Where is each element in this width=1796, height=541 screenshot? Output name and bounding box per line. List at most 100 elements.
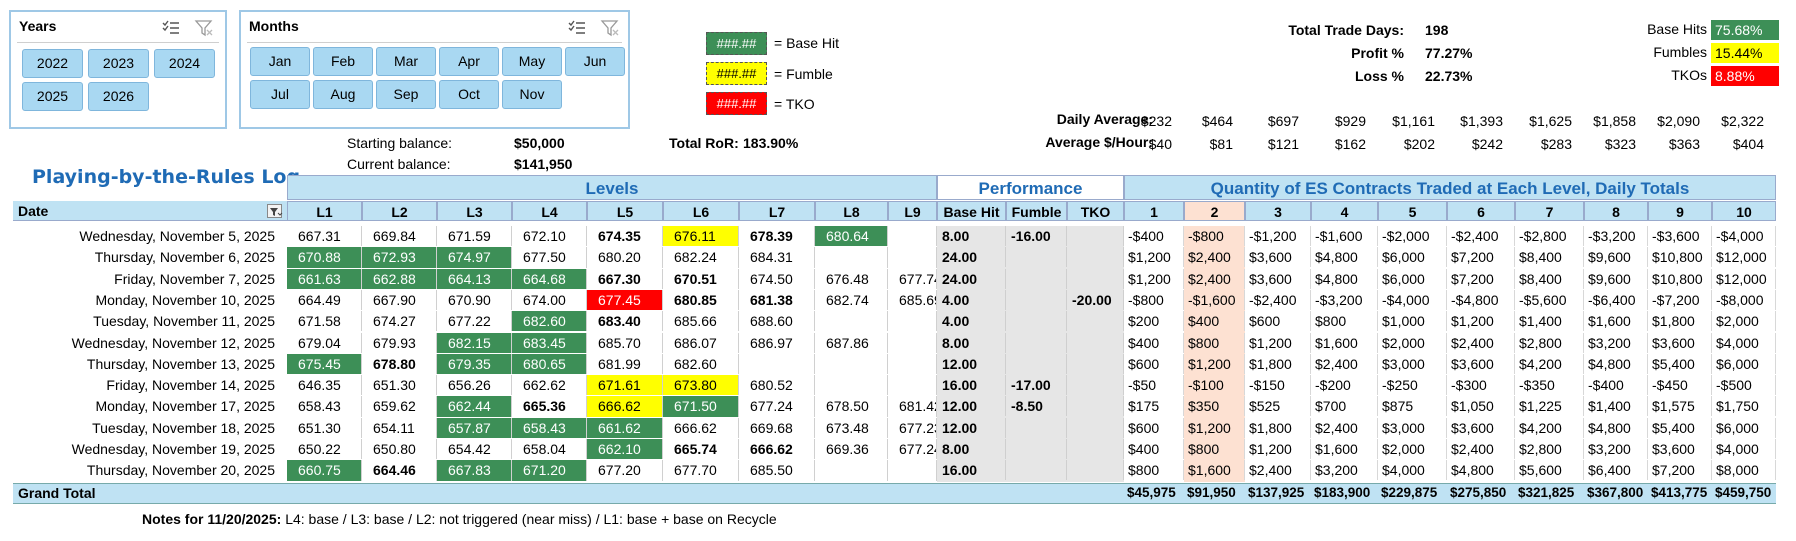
- level-cell[interactable]: 674.97: [437, 247, 512, 268]
- level-cell[interactable]: 665.74: [663, 439, 739, 460]
- level-cell[interactable]: [815, 311, 888, 332]
- level-cell[interactable]: 680.65: [512, 353, 587, 375]
- level-cell[interactable]: 682.24: [663, 247, 739, 268]
- level-cell[interactable]: 664.46: [362, 460, 437, 481]
- quantity-cell[interactable]: $4,200: [1515, 353, 1584, 374]
- level-cell[interactable]: [815, 460, 888, 481]
- level-cell[interactable]: 670.90: [437, 289, 512, 311]
- quantity-cell[interactable]: $9,600: [1584, 247, 1648, 268]
- quantity-cell[interactable]: -$200: [1311, 375, 1378, 396]
- month-button-sep[interactable]: Sep: [376, 80, 436, 109]
- performance-cell[interactable]: 16.00: [937, 375, 1006, 396]
- performance-cell[interactable]: [1067, 268, 1124, 289]
- level-cell[interactable]: 656.26: [437, 375, 512, 396]
- quantity-cell[interactable]: $6,000: [1712, 353, 1776, 374]
- quantity-cell[interactable]: $2,000: [1378, 439, 1447, 459]
- quantity-cell[interactable]: -$50: [1124, 375, 1184, 396]
- month-button-apr[interactable]: Apr: [439, 47, 499, 76]
- level-cell[interactable]: 680.64: [815, 226, 888, 247]
- level-cell[interactable]: 684.31: [739, 247, 815, 268]
- quantity-cell[interactable]: $800: [1124, 460, 1184, 481]
- performance-cell[interactable]: 8.00: [937, 226, 1006, 246]
- quantity-cell[interactable]: -$100: [1184, 375, 1245, 396]
- quantity-cell[interactable]: $12,000: [1712, 247, 1776, 268]
- performance-cell[interactable]: -20.00: [1067, 289, 1124, 310]
- performance-cell[interactable]: -8.50: [1006, 396, 1067, 417]
- quantity-cell[interactable]: $6,400: [1584, 460, 1648, 481]
- quantity-cell[interactable]: $4,800: [1447, 460, 1515, 481]
- level-cell[interactable]: [815, 353, 888, 375]
- performance-cell[interactable]: [1006, 247, 1067, 268]
- level-cell[interactable]: 685.69: [888, 289, 937, 311]
- level-cell[interactable]: [815, 247, 888, 268]
- level-cell[interactable]: 674.00: [512, 289, 587, 311]
- level-cell[interactable]: 650.22: [287, 439, 362, 460]
- level-cell[interactable]: 669.84: [362, 226, 437, 247]
- quantity-cell[interactable]: $12,000: [1712, 268, 1776, 289]
- level-cell[interactable]: 672.93: [362, 247, 437, 268]
- quantity-cell[interactable]: $1,200: [1124, 247, 1184, 268]
- quantity-cell[interactable]: $6,000: [1712, 417, 1776, 438]
- level-cell[interactable]: 673.48: [815, 417, 888, 438]
- quantity-cell[interactable]: $1,600: [1584, 311, 1648, 332]
- quantity-cell[interactable]: $4,800: [1311, 247, 1378, 268]
- level-cell[interactable]: 674.35: [587, 226, 663, 247]
- level-cell[interactable]: 680.52: [739, 375, 815, 396]
- quantity-cell[interactable]: $175: [1124, 396, 1184, 417]
- quantity-cell[interactable]: $1,000: [1378, 311, 1447, 332]
- performance-cell[interactable]: 4.00: [937, 289, 1006, 310]
- quantity-cell[interactable]: $2,800: [1515, 439, 1584, 459]
- quantity-cell[interactable]: $1,800: [1648, 311, 1712, 332]
- clear-filter-icon[interactable]: [194, 19, 214, 37]
- level-cell[interactable]: 685.70: [587, 332, 663, 353]
- quantity-cell[interactable]: -$2,800: [1515, 226, 1584, 246]
- quantity-cell[interactable]: -$8,000: [1712, 289, 1776, 310]
- level-cell[interactable]: 678.39: [739, 226, 815, 247]
- quantity-cell[interactable]: $1,200: [1245, 439, 1311, 459]
- quantity-cell[interactable]: -$350: [1515, 375, 1584, 396]
- quantity-cell[interactable]: $3,600: [1245, 247, 1311, 268]
- quantity-cell[interactable]: -$7,200: [1648, 289, 1712, 310]
- level-cell[interactable]: 677.45: [587, 289, 663, 311]
- level-cell[interactable]: 677.23: [888, 417, 937, 438]
- quantity-cell[interactable]: -$2,400: [1447, 226, 1515, 246]
- quantity-cell[interactable]: $800: [1311, 311, 1378, 332]
- level-cell[interactable]: 677.24: [739, 396, 815, 417]
- level-cell[interactable]: 670.88: [287, 247, 362, 268]
- level-cell[interactable]: 676.48: [815, 268, 888, 289]
- quantity-cell[interactable]: $200: [1124, 311, 1184, 332]
- quantity-cell[interactable]: $2,400: [1311, 417, 1378, 438]
- level-cell[interactable]: [888, 332, 937, 353]
- level-cell[interactable]: 682.60: [512, 311, 587, 332]
- level-cell[interactable]: 662.62: [512, 375, 587, 396]
- level-cell[interactable]: 681.99: [587, 353, 663, 375]
- level-cell[interactable]: 674.27: [362, 311, 437, 332]
- level-cell[interactable]: 672.10: [512, 226, 587, 247]
- performance-cell[interactable]: 4.00: [937, 311, 1006, 332]
- quantity-cell[interactable]: $2,000: [1378, 332, 1447, 353]
- quantity-cell[interactable]: $400: [1124, 332, 1184, 353]
- level-cell[interactable]: 686.07: [663, 332, 739, 353]
- quantity-cell[interactable]: $2,800: [1515, 332, 1584, 353]
- level-cell[interactable]: [888, 226, 937, 247]
- level-cell[interactable]: 659.62: [362, 396, 437, 417]
- quantity-cell[interactable]: $3,200: [1584, 439, 1648, 459]
- year-button-2025[interactable]: 2025: [22, 82, 83, 111]
- level-cell[interactable]: 667.90: [362, 289, 437, 311]
- quantity-cell[interactable]: $6,000: [1378, 247, 1447, 268]
- level-cell[interactable]: 658.43: [512, 417, 587, 438]
- quantity-cell[interactable]: $1,200: [1184, 353, 1245, 374]
- level-cell[interactable]: 671.50: [663, 396, 739, 417]
- level-cell[interactable]: 671.20: [512, 460, 587, 481]
- level-cell[interactable]: 679.93: [362, 332, 437, 353]
- level-cell[interactable]: [888, 460, 937, 481]
- quantity-cell[interactable]: $3,600: [1447, 353, 1515, 374]
- quantity-cell[interactable]: $600: [1124, 353, 1184, 374]
- level-cell[interactable]: 654.11: [362, 417, 437, 438]
- level-cell[interactable]: 658.43: [287, 396, 362, 417]
- quantity-cell[interactable]: $1,200: [1447, 311, 1515, 332]
- month-button-jun[interactable]: Jun: [565, 47, 625, 76]
- performance-cell[interactable]: [1067, 332, 1124, 353]
- quantity-cell[interactable]: $800: [1184, 332, 1245, 353]
- level-cell[interactable]: [888, 247, 937, 268]
